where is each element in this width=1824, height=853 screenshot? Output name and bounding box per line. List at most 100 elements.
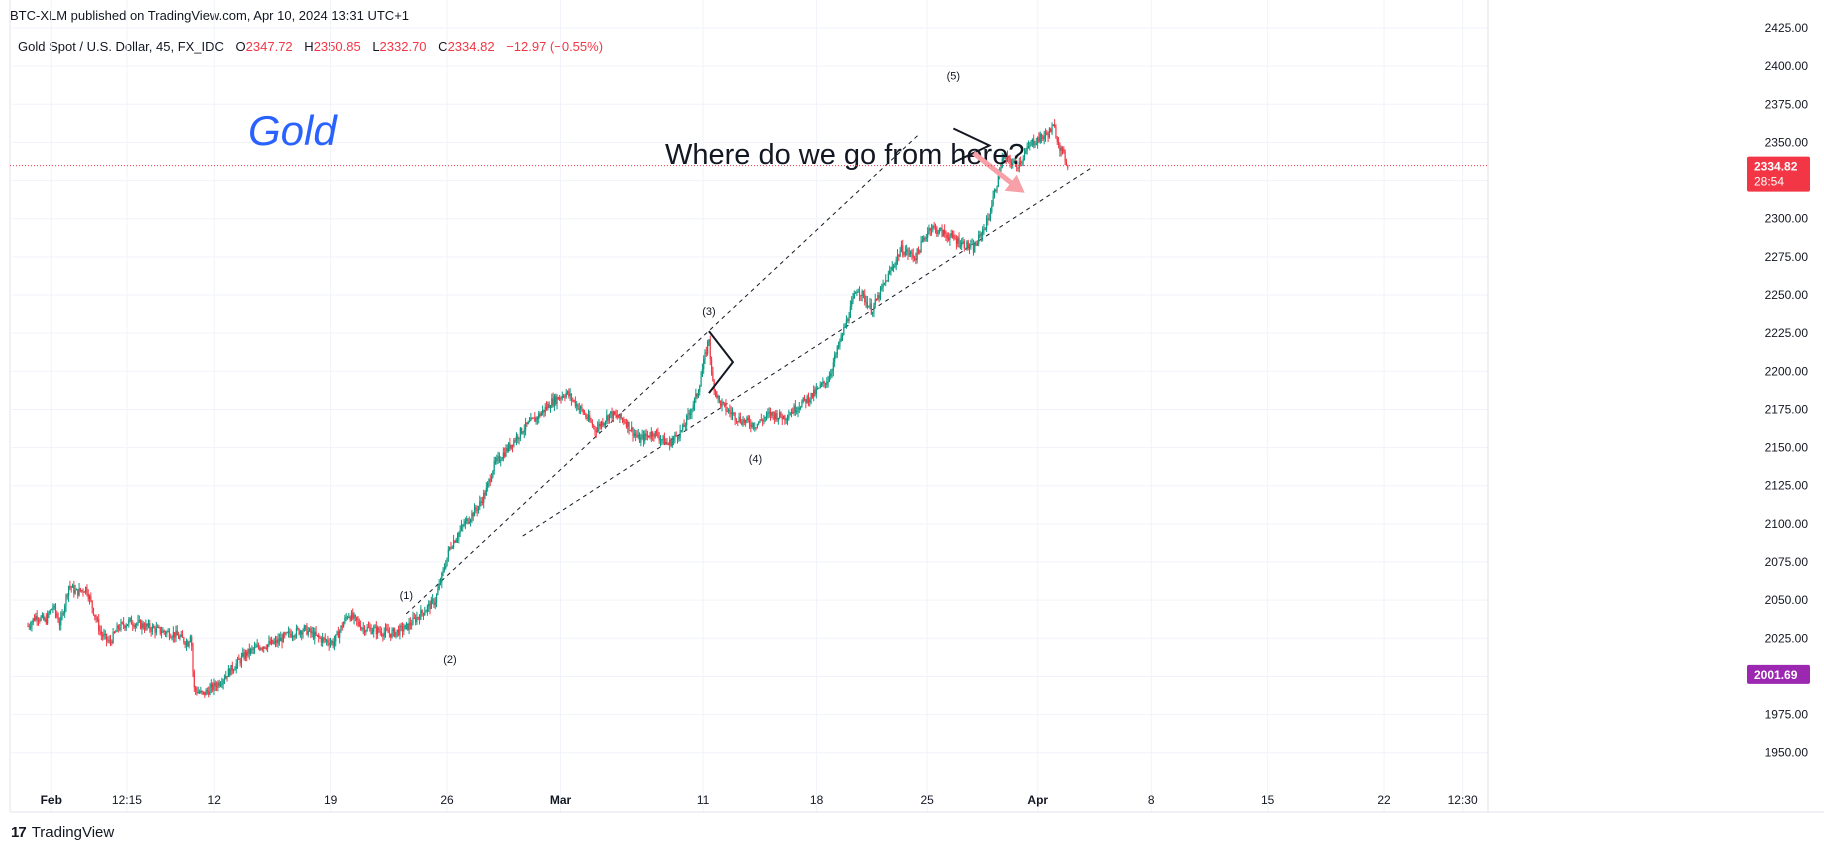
candle-body (620, 413, 622, 419)
candle-body (287, 631, 290, 633)
candle-body (800, 407, 802, 409)
candle-body (172, 632, 174, 638)
candle-body (686, 415, 688, 426)
candle-body (597, 427, 599, 432)
candle-body (490, 476, 493, 482)
candle-body (102, 634, 104, 637)
candle-body (352, 612, 354, 619)
candle-body (915, 258, 917, 261)
candle-body (716, 391, 718, 398)
candle-body (125, 625, 127, 628)
candle-body (374, 626, 376, 628)
candle-body (484, 493, 486, 496)
candle-body (924, 237, 926, 239)
candle-body (1005, 155, 1007, 161)
candle-body (121, 622, 123, 624)
candle-body (828, 376, 831, 382)
candle-body (1001, 158, 1003, 168)
candle-body (813, 389, 815, 398)
candle-body (982, 229, 984, 237)
candle-body (531, 418, 533, 420)
candle-body (528, 421, 531, 423)
price-tick-label: 2200.00 (1765, 364, 1809, 378)
candle-body (64, 606, 66, 614)
candle-body (739, 416, 741, 423)
candle-body (212, 684, 214, 690)
candle-body (645, 433, 647, 436)
candle-body (229, 668, 231, 676)
price-tick-label: 2125.00 (1765, 479, 1809, 493)
candle-body (90, 596, 92, 601)
tradingview-logo[interactable]: 17 TradingView (11, 824, 114, 841)
candle-body (545, 406, 548, 409)
candle-body (69, 586, 71, 588)
candle-body (992, 196, 994, 206)
candle-body (860, 295, 862, 297)
candle-body (898, 255, 900, 257)
candle-body (348, 616, 350, 618)
price-tick-label: 2300.00 (1765, 212, 1809, 226)
candle-body (310, 628, 312, 634)
question-text: Where do we go from here? (665, 139, 1024, 171)
symbol-name[interactable]: Gold Spot / U.S. Dollar, 45, FX_IDC (18, 39, 224, 54)
candle-body (1021, 160, 1023, 164)
candle-body (322, 637, 324, 643)
candle-body (879, 287, 882, 299)
candle-body (378, 627, 380, 632)
price-tick-label: 2075.00 (1765, 555, 1809, 569)
candle-body (628, 421, 630, 431)
close-label: C (438, 39, 448, 54)
candle-body (578, 408, 580, 410)
candle-body (527, 421, 529, 424)
candle-body (831, 370, 833, 374)
time-tick-label: Feb (41, 793, 62, 807)
candle-body (976, 243, 978, 246)
high-label: H (304, 39, 314, 54)
candle-body (979, 233, 981, 235)
candle-body (466, 518, 468, 521)
candle-body (987, 218, 989, 220)
candle-body (920, 241, 922, 253)
candle-body (1037, 137, 1039, 144)
candle-body (302, 630, 304, 635)
candle-body (781, 416, 783, 420)
candle-body (921, 240, 923, 242)
candle-body (65, 595, 67, 607)
candle-body (363, 627, 366, 633)
candle-body (489, 479, 491, 482)
candle-body (544, 406, 546, 413)
candle-body (688, 413, 690, 415)
candle-body (875, 299, 878, 301)
candle-body (232, 670, 235, 672)
candle-body (587, 415, 590, 419)
candle-body (387, 629, 389, 633)
candle-body (268, 641, 270, 645)
candle-body (36, 615, 38, 620)
candle-body (824, 383, 827, 385)
candle-body (962, 241, 964, 243)
candle-body (933, 226, 935, 228)
candle-body (83, 591, 85, 593)
candle-body (610, 411, 612, 414)
candle-body (236, 658, 239, 664)
candle-body (382, 634, 384, 637)
candle-body (741, 422, 743, 425)
candle-body (193, 671, 195, 688)
candle-body (565, 392, 567, 398)
candle-body (460, 525, 463, 530)
candle-body (957, 238, 959, 244)
candle-body (714, 390, 717, 392)
candle-body (238, 658, 240, 660)
candle-body (383, 632, 385, 637)
candle-body (105, 633, 108, 641)
candle-body (691, 409, 693, 414)
candle-body (475, 507, 477, 510)
symbol-ohlc-line: Gold Spot / U.S. Dollar, 45, FX_IDC O234… (18, 39, 603, 54)
candle-body (417, 617, 419, 619)
candle-body (707, 341, 709, 354)
candle-body (570, 394, 573, 400)
candle-body (637, 434, 639, 437)
candle-body (912, 254, 914, 258)
candle-body (158, 626, 160, 628)
